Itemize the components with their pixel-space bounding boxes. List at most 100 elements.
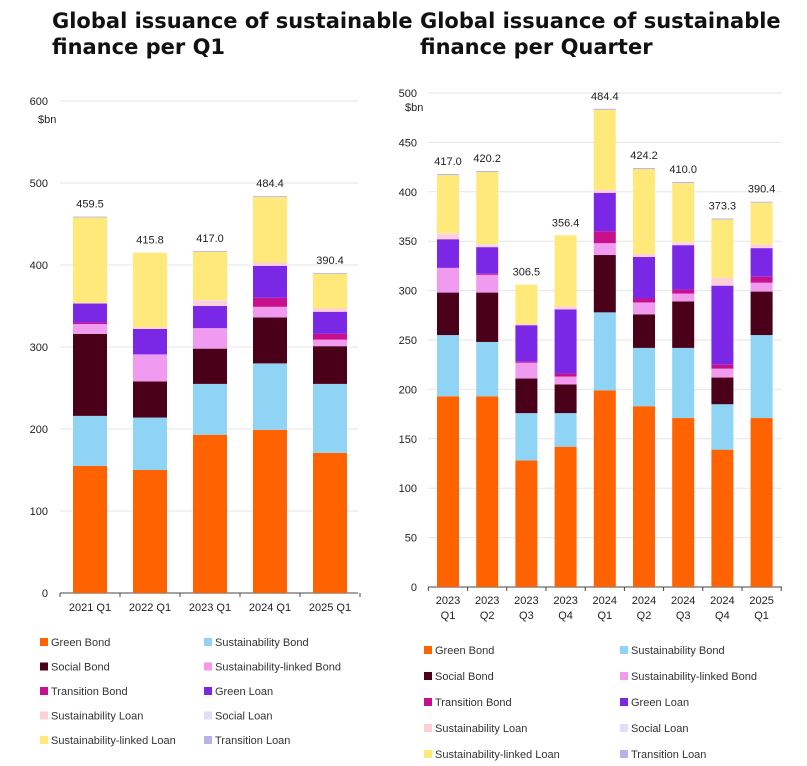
chart2-legend-swatch	[620, 750, 628, 758]
chart2-bar-segment-sustainability-bond	[711, 404, 734, 450]
chart2-bar-segment-green-bond	[554, 446, 577, 587]
chart2-bar-segment-transition-bond	[515, 361, 538, 363]
chart2-bar-segment-transition-bond	[633, 298, 655, 303]
chart2-bar-segment-sustainability-loan	[593, 189, 616, 193]
chart2-bar-segment-social-bond	[476, 292, 499, 342]
chart2-bar-segment-sustainability-loan	[633, 254, 655, 258]
chart2-bar-segment-sustainability-bond	[554, 413, 577, 447]
chart1-legend-label: Sustainability-linked Bond	[215, 662, 341, 674]
chart2-total-label: 417.0	[434, 156, 462, 168]
chart2-bar-segment-transition-bond	[750, 276, 773, 283]
chart1-bar-segment-sustainability-loan	[193, 301, 227, 306]
chart2-bar-segment-sustainability-linked-bond	[672, 293, 695, 302]
chart2-total-label: 410.0	[669, 164, 697, 176]
chart2-bar-segment-social-bond	[515, 378, 538, 414]
chart1-legend-swatch	[40, 662, 48, 671]
chart-title-q1: Global issuance of sustainable finance p…	[52, 9, 413, 59]
chart2-x-tick-label: 2024	[632, 595, 656, 607]
chart2-bar-segment-green-bond	[437, 396, 459, 587]
chart1-legend-label: Green Loan	[215, 686, 273, 698]
chart2-bar-segment-sustainability-linked-loan	[476, 172, 499, 245]
chart1-bar-segment-sustainability-loan	[313, 308, 347, 312]
chart2-bar-segment-social-loan	[476, 244, 499, 246]
chart2-y-tick-label: 200	[399, 384, 417, 396]
chart1-bar-segment-green-bond	[313, 452, 347, 593]
chart1-bar-segment-transition-loan	[253, 196, 287, 197]
chart2-legend-swatch	[424, 672, 432, 680]
chart1-bar-segment-sustainability-linked-loan	[253, 196, 287, 263]
chart2-bar-segment-sustainability-loan	[554, 306, 577, 310]
chart1-bar-segment-green-loan	[253, 265, 287, 298]
chart2-bar-segment-transition-loan	[750, 201, 773, 203]
chart2-unit-label: $bn	[405, 102, 423, 114]
chart2-bar-segment-transition-loan	[437, 174, 459, 176]
chart1-bar-segment-social-bond	[193, 348, 227, 384]
chart2-bar-segment-social-bond	[554, 384, 577, 414]
chart2-y-tick-label: 100	[399, 483, 417, 495]
chart2-bar-segment-green-loan	[554, 309, 577, 374]
chart1-bar-segment-social-loan	[193, 300, 227, 302]
chart2-legend-label: Sustainability Bond	[631, 645, 725, 657]
chart2-bar-segment-social-bond	[711, 377, 734, 405]
chart1-legend-label: Transition Loan	[215, 735, 290, 747]
chart2-bar-segment-sustainability-linked-loan	[711, 219, 734, 278]
chart1-bar-segment-green-bond	[193, 434, 227, 593]
chart1-y-tick-label: 300	[30, 342, 48, 354]
chart1-bar-segment-transition-bond	[253, 297, 287, 307]
chart2-bar-segment-social-bond	[633, 314, 655, 348]
chart1-bar-segment-sustainability-loan	[253, 262, 287, 266]
chart2-bar-segment-sustainability-loan	[476, 245, 499, 248]
chart1-y-tick-label: 500	[30, 178, 48, 190]
chart2-bar-segment-sustainability-linked-bond	[476, 274, 499, 293]
chart1-y-tick-label: 600	[30, 96, 48, 108]
chart2-bar-segment-sustainability-linked-loan	[633, 169, 655, 255]
chart2-bar-segment-social-loan	[672, 242, 695, 244]
chart2-bar-segment-green-loan	[476, 247, 499, 274]
chart1-bar-segment-sustainability-loan	[133, 327, 167, 329]
chart1-bar-segment-transition-loan	[73, 216, 107, 218]
chart2-x-tick-label: Q2	[480, 610, 495, 622]
chart2-bar-segment-sustainability-bond	[672, 347, 695, 419]
chart1-legend-label: Green Bond	[51, 637, 110, 649]
chart1-bar-segment-green-bond	[253, 429, 287, 593]
chart2-bar-segment-green-bond	[515, 460, 538, 587]
chart1-total-label: 459.5	[76, 199, 104, 211]
chart1-bar-segment-green-bond	[133, 470, 167, 593]
chart-title-quarter: Global issuance of sustainable finance p…	[420, 9, 781, 59]
chart2-bar-segment-sustainability-linked-loan	[750, 202, 773, 245]
chart2-y-tick-label: 50	[405, 533, 417, 545]
chart2-bar-segment-sustainability-linked-bond	[593, 243, 616, 256]
chart2-y-tick-label: 400	[399, 187, 417, 199]
chart1-legend-swatch	[40, 687, 48, 695]
chart1-legend-swatch	[40, 638, 48, 646]
chart1-legend-swatch	[204, 736, 212, 744]
chart2-x-tick-label: Q1	[754, 610, 769, 622]
chart1-legend-swatch	[204, 638, 212, 646]
chart2-bar-segment-sustainability-linked-bond	[750, 282, 773, 292]
chart2-bar-segment-social-bond	[672, 301, 695, 348]
chart2-legend-swatch	[424, 646, 432, 654]
chart2-bar-segment-sustainability-bond	[633, 347, 655, 407]
chart2-bar-segment-sustainability-linked-loan	[672, 182, 695, 243]
chart1-bar-segment-green-loan	[73, 303, 107, 323]
chart1-legend-swatch	[204, 711, 212, 720]
chart2-x-tick-label: Q4	[715, 610, 730, 622]
chart2-bar-segment-transition-bond	[711, 364, 734, 369]
chart2-bar-segment-sustainability-bond	[593, 312, 616, 391]
chart1-legend-swatch	[40, 711, 48, 720]
chart2-legend-swatch	[620, 724, 628, 732]
chart2-x-tick-label: Q3	[519, 610, 534, 622]
chart1-legend-swatch	[204, 687, 212, 695]
chart2-legend-swatch	[424, 724, 432, 732]
chart2-bar-segment-green-loan	[515, 325, 538, 362]
chart2-x-tick-label: 2023	[553, 595, 577, 607]
chart2-bar-segment-social-loan	[437, 233, 459, 235]
chart2-y-tick-label: 250	[399, 335, 417, 347]
chart2-legend-label: Sustainability-linked Loan	[435, 749, 560, 761]
chart2-bar-segment-sustainability-linked-loan	[593, 109, 616, 190]
chart2-bar-segment-sustainability-bond	[515, 413, 538, 461]
chart2-x-tick-label: 2024	[671, 595, 695, 607]
chart2-bar-segment-transition-loan	[633, 168, 655, 170]
chart1-legend-label: Transition Bond	[51, 686, 128, 698]
chart2-bar-segment-green-loan	[593, 192, 616, 232]
